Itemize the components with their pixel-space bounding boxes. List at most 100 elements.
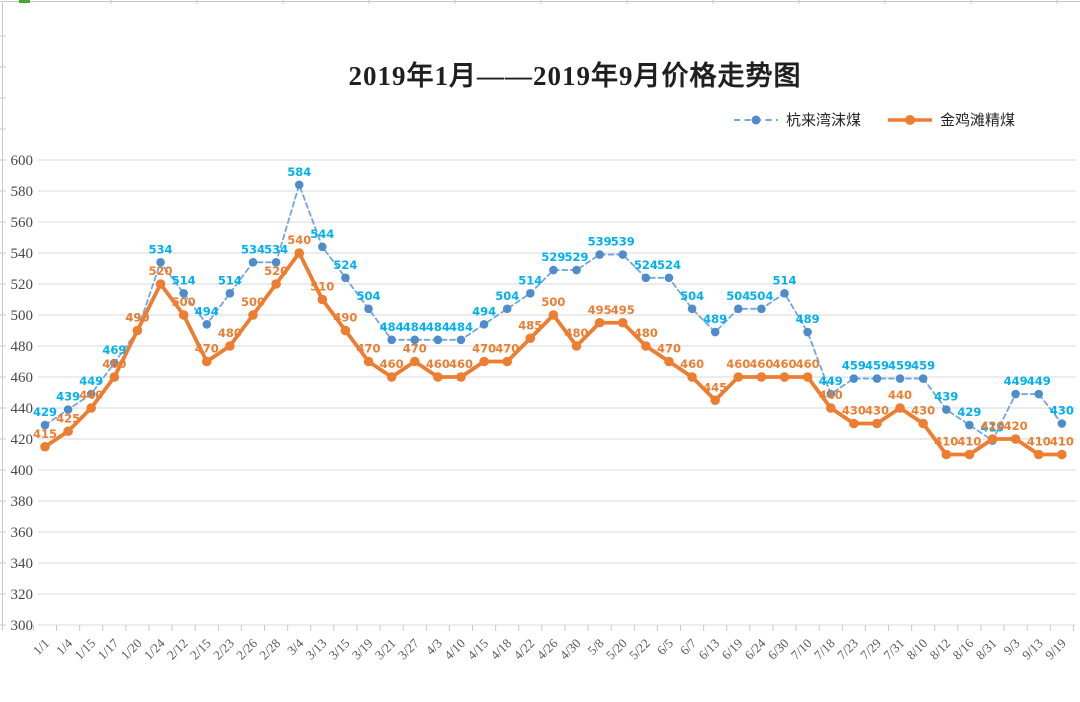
svg-text:6/7: 6/7 <box>677 635 700 658</box>
svg-text:3/13: 3/13 <box>302 636 329 663</box>
svg-text:490: 490 <box>125 311 149 325</box>
svg-text:504: 504 <box>357 289 381 303</box>
svg-text:470: 470 <box>403 342 427 356</box>
svg-text:3/19: 3/19 <box>349 636 376 663</box>
svg-text:425: 425 <box>56 411 80 425</box>
svg-text:5/8: 5/8 <box>584 636 606 658</box>
svg-text:6/24: 6/24 <box>742 635 769 662</box>
svg-text:400: 400 <box>11 463 34 479</box>
svg-text:2/15: 2/15 <box>187 636 214 663</box>
svg-text:449: 449 <box>1027 374 1051 388</box>
svg-text:495: 495 <box>588 303 612 317</box>
svg-text:494: 494 <box>195 304 219 318</box>
svg-text:3/4: 3/4 <box>284 635 307 658</box>
svg-text:504: 504 <box>680 289 704 303</box>
svg-text:470: 470 <box>357 342 381 356</box>
svg-text:460: 460 <box>749 357 773 371</box>
svg-text:440: 440 <box>79 388 103 402</box>
svg-text:544: 544 <box>310 227 334 241</box>
svg-text:490: 490 <box>333 311 357 325</box>
svg-text:430: 430 <box>911 404 935 418</box>
svg-text:3/15: 3/15 <box>326 636 353 663</box>
svg-text:514: 514 <box>518 273 542 287</box>
svg-text:440: 440 <box>819 388 843 402</box>
svg-text:485: 485 <box>518 318 542 332</box>
svg-text:420: 420 <box>981 419 1005 433</box>
svg-text:410: 410 <box>934 435 958 449</box>
svg-text:520: 520 <box>264 264 288 278</box>
svg-text:460: 460 <box>426 357 450 371</box>
svg-text:6/30: 6/30 <box>765 636 792 663</box>
legend-item-hanglaiwan[interactable]: 杭来湾沫煤 <box>733 109 861 130</box>
svg-text:504: 504 <box>495 289 519 303</box>
svg-text:4/26: 4/26 <box>534 635 561 662</box>
svg-text:524: 524 <box>634 258 658 272</box>
svg-text:4/22: 4/22 <box>510 636 537 663</box>
legend-label-jinjitan: 金鸡滩精煤 <box>940 113 1016 129</box>
svg-text:1/4: 1/4 <box>53 635 76 658</box>
legend-label-hanglaiwan: 杭来湾沫煤 <box>786 113 862 129</box>
svg-text:360: 360 <box>11 525 34 541</box>
dashed-line-marker-icon <box>734 115 778 124</box>
svg-text:459: 459 <box>865 359 889 373</box>
svg-text:494: 494 <box>472 304 496 318</box>
x-axis-labels: 1/1 1/41/151/171/201/242/122/152/232/262/… <box>30 625 1074 662</box>
svg-text:380: 380 <box>11 494 34 510</box>
svg-text:6/13: 6/13 <box>695 636 722 663</box>
svg-text:484: 484 <box>403 320 427 334</box>
chart-title: 2019年1月——2019年9月价格走势图 <box>348 61 802 91</box>
svg-text:500: 500 <box>241 295 265 309</box>
svg-text:410: 410 <box>1050 435 1074 449</box>
svg-text:4/18: 4/18 <box>487 636 514 663</box>
svg-text:420: 420 <box>11 432 34 448</box>
svg-text:8/12: 8/12 <box>926 636 953 663</box>
svg-text:460: 460 <box>680 357 704 371</box>
svg-text:5/22: 5/22 <box>626 636 653 663</box>
svg-text:449: 449 <box>79 374 103 388</box>
svg-text:484: 484 <box>380 320 404 334</box>
svg-text:534: 534 <box>241 242 265 256</box>
svg-text:514: 514 <box>218 273 242 287</box>
svg-text:470: 470 <box>195 342 219 356</box>
svg-text:580: 580 <box>11 184 34 200</box>
svg-text:429: 429 <box>33 405 57 419</box>
svg-text:8/16: 8/16 <box>950 635 977 662</box>
svg-text:449: 449 <box>1004 374 1028 388</box>
svg-text:529: 529 <box>541 250 565 264</box>
svg-text:430: 430 <box>1050 404 1074 418</box>
svg-text:3/27: 3/27 <box>395 635 422 662</box>
y-axis-labels: 300 320 340 360 380 400 420 440 460 480 500 520 540 5… <box>11 153 34 634</box>
svg-text:1/17: 1/17 <box>94 635 121 662</box>
svg-text:529: 529 <box>565 250 589 264</box>
svg-text:7/29: 7/29 <box>857 636 884 663</box>
svg-text:514: 514 <box>172 273 196 287</box>
svg-text:459: 459 <box>888 359 912 373</box>
svg-text:510: 510 <box>310 280 334 294</box>
svg-text:5/20: 5/20 <box>603 636 630 663</box>
svg-text:300: 300 <box>11 618 34 634</box>
legend-item-jinjitan[interactable]: 金鸡滩精煤 <box>887 109 1015 130</box>
svg-text:460: 460 <box>449 357 473 371</box>
svg-text:560: 560 <box>11 215 34 231</box>
svg-text:460: 460 <box>726 357 750 371</box>
svg-text:1/20: 1/20 <box>118 636 145 663</box>
svg-text:9/13: 9/13 <box>1019 636 1046 663</box>
svg-text:470: 470 <box>495 342 519 356</box>
svg-text:534: 534 <box>264 242 288 256</box>
svg-text:520: 520 <box>149 264 173 278</box>
svg-text:2/12: 2/12 <box>164 636 191 663</box>
svg-text:440: 440 <box>888 388 912 402</box>
gridlines <box>38 159 1076 626</box>
svg-text:524: 524 <box>657 258 681 272</box>
svg-text:6/5: 6/5 <box>654 636 676 658</box>
svg-text:470: 470 <box>657 342 681 356</box>
svg-text:484: 484 <box>449 320 473 334</box>
svg-text:514: 514 <box>773 273 797 287</box>
svg-text:484: 484 <box>426 320 450 334</box>
svg-text:2/23: 2/23 <box>210 636 237 663</box>
svg-text:415: 415 <box>33 427 57 441</box>
svg-text:460: 460 <box>773 357 797 371</box>
svg-text:429: 429 <box>957 405 981 419</box>
svg-text:584: 584 <box>287 165 311 179</box>
